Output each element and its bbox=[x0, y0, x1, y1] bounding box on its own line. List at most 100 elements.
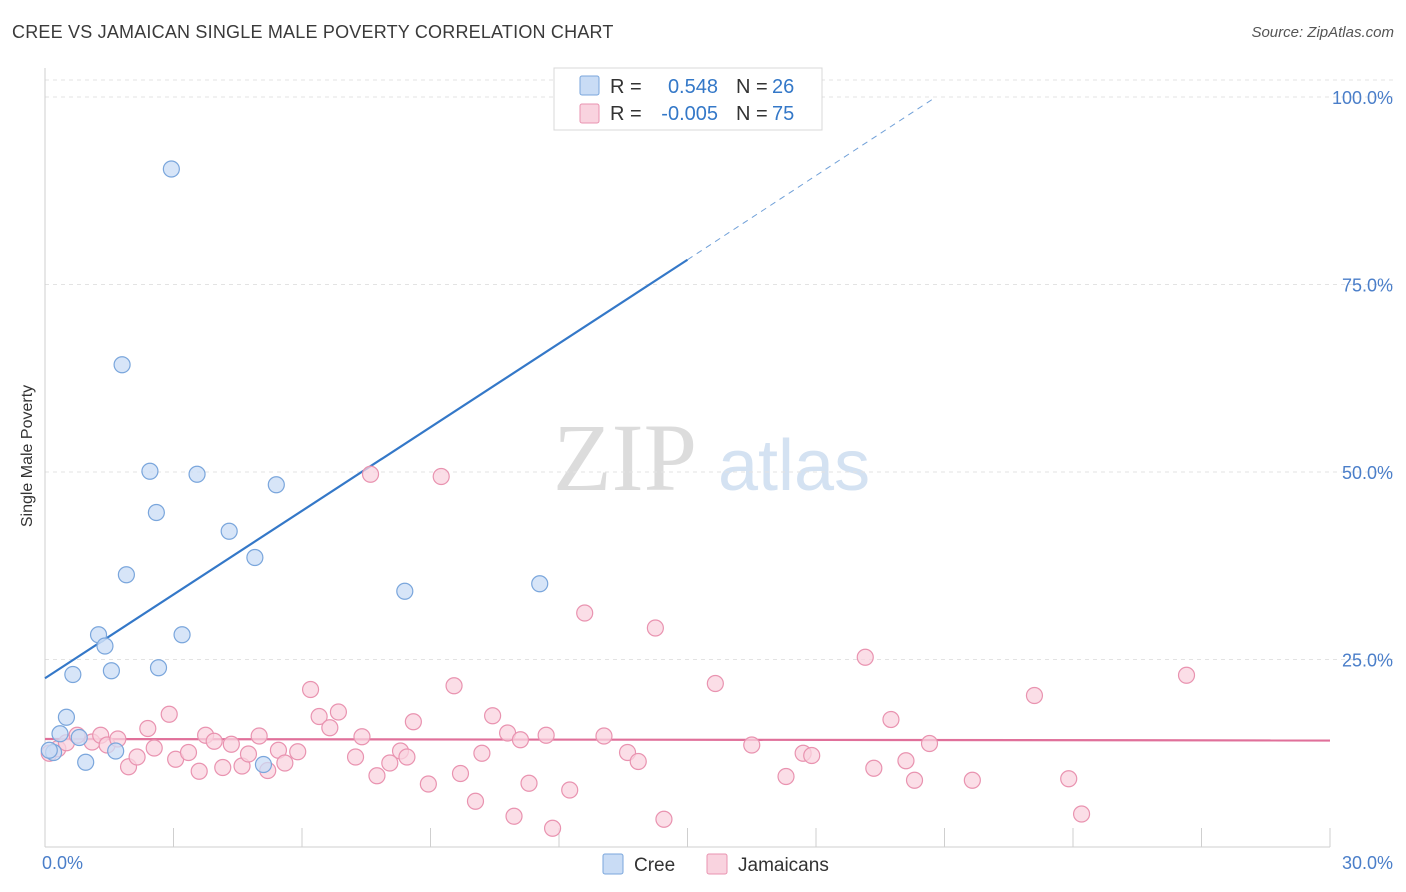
jamaicans-point-14 bbox=[179, 743, 198, 762]
cree-point-17 bbox=[188, 465, 206, 483]
cree-point-9 bbox=[107, 742, 125, 760]
cree-point-5 bbox=[77, 753, 95, 771]
watermark-atlas: atlas bbox=[718, 426, 870, 506]
x-tick-label-min: 0.0% bbox=[42, 853, 83, 873]
jamaicans-point-32 bbox=[353, 728, 371, 746]
jamaicans-point-68 bbox=[905, 771, 924, 789]
axes bbox=[44, 68, 1331, 848]
cree-point-2 bbox=[57, 708, 76, 726]
cree-point-19 bbox=[246, 548, 264, 567]
data-points bbox=[40, 92, 1196, 837]
jamaicans-point-38 bbox=[404, 713, 422, 731]
bottom-legend: Cree Jamaicans bbox=[602, 853, 829, 876]
y-tick-label-50: 50.0% bbox=[1342, 463, 1393, 483]
cree-point-23 bbox=[531, 575, 549, 593]
cree-point-15 bbox=[162, 160, 180, 178]
jamaicans-point-71 bbox=[1025, 686, 1044, 705]
y-tick-label-25: 25.0% bbox=[1342, 651, 1393, 671]
jamaicans-point-73 bbox=[1072, 805, 1091, 823]
jamaicans-point-42 bbox=[451, 764, 470, 783]
jamaicans-point-11 bbox=[145, 739, 163, 757]
jamaicans-point-58 bbox=[655, 810, 673, 828]
y-tick-label-100: 100.0% bbox=[1332, 88, 1393, 108]
jamaicans-point-60 bbox=[743, 736, 761, 754]
cree-point-18 bbox=[220, 522, 238, 540]
jamaicans-point-57 bbox=[646, 619, 664, 637]
cree-point-11 bbox=[117, 566, 135, 584]
cree-point-21 bbox=[267, 476, 285, 494]
bottom-legend-swatch-cree bbox=[602, 853, 624, 875]
grid bbox=[45, 79, 1395, 660]
jamaicans-point-25 bbox=[276, 754, 294, 772]
jamaicans-point-9 bbox=[128, 748, 146, 766]
jamaicans-point-33 bbox=[361, 465, 380, 483]
jamaicans-point-19 bbox=[222, 735, 240, 753]
jamaicans-point-29 bbox=[321, 719, 339, 737]
cree-point-1 bbox=[51, 725, 69, 743]
legend-r-label-jamaicans: R = bbox=[610, 103, 642, 125]
jamaicans-point-72 bbox=[1060, 770, 1078, 788]
cree-point-7 bbox=[96, 637, 114, 655]
bottom-legend-swatch-jamaicans bbox=[706, 853, 728, 875]
jamaicans-point-27 bbox=[301, 680, 320, 699]
jamaicans-point-28 bbox=[310, 707, 328, 726]
cree-point-25 bbox=[40, 741, 58, 759]
cree-point-13 bbox=[147, 503, 165, 522]
jamaicans-point-69 bbox=[920, 734, 939, 753]
chart-title: CREE VS JAMAICAN SINGLE MALE POVERTY COR… bbox=[12, 22, 614, 42]
jamaicans-point-37 bbox=[398, 748, 416, 766]
cree-point-8 bbox=[102, 662, 120, 680]
jamaicans-point-12 bbox=[160, 705, 178, 723]
jamaicans-point-21 bbox=[239, 745, 258, 763]
jamaicans-point-54 bbox=[595, 727, 613, 745]
cree-point-4 bbox=[70, 728, 88, 747]
jamaicans-point-50 bbox=[537, 726, 555, 744]
jamaicans-point-65 bbox=[865, 759, 883, 777]
cree-point-20 bbox=[254, 755, 273, 774]
cree-point-3 bbox=[64, 665, 82, 684]
jamaicans-point-39 bbox=[419, 775, 437, 793]
cree-point-22 bbox=[396, 582, 414, 600]
legend-r-value-cree: 0.548 bbox=[668, 76, 718, 98]
x-tick-label-max: 30.0% bbox=[1342, 853, 1393, 873]
jamaicans-point-17 bbox=[205, 732, 223, 750]
y-tick-label-75: 75.0% bbox=[1342, 276, 1393, 296]
jamaicans-point-70 bbox=[963, 771, 981, 789]
legend-r-value-jamaicans: -0.005 bbox=[661, 103, 718, 125]
jamaicans-point-53 bbox=[576, 604, 594, 622]
jamaicans-point-45 bbox=[484, 707, 502, 725]
jamaicans-point-10 bbox=[139, 719, 157, 738]
trend-line-cree-extension bbox=[687, 96, 937, 261]
jamaicans-point-48 bbox=[511, 731, 530, 749]
legend-swatch-cree bbox=[579, 75, 600, 96]
jamaicans-point-26 bbox=[289, 743, 307, 761]
bottom-legend-label-jamaicans: Jamaicans bbox=[738, 855, 829, 876]
jamaicans-point-59 bbox=[706, 674, 724, 693]
jamaicans-point-44 bbox=[473, 744, 491, 762]
jamaicans-point-49 bbox=[520, 774, 538, 792]
jamaicans-point-34 bbox=[368, 767, 386, 785]
jamaicans-point-52 bbox=[561, 781, 579, 799]
legend-n-value-jamaicans: 75 bbox=[772, 103, 794, 125]
jamaicans-point-18 bbox=[214, 758, 232, 777]
cree-point-14 bbox=[149, 659, 168, 677]
cree-point-12 bbox=[141, 462, 159, 480]
legend-n-label-jamaicans: N = bbox=[736, 103, 768, 125]
jamaicans-point-43 bbox=[466, 792, 485, 810]
jamaicans-point-74 bbox=[1177, 666, 1196, 684]
jamaicans-point-64 bbox=[856, 648, 874, 666]
source-label: Source: ZipAtlas.com bbox=[1251, 24, 1394, 41]
legend-swatch-jamaicans bbox=[579, 103, 600, 124]
jamaicans-point-66 bbox=[882, 710, 900, 729]
jamaicans-point-15 bbox=[190, 762, 208, 780]
jamaicans-point-67 bbox=[897, 752, 915, 770]
legend-n-label-cree: N = bbox=[736, 76, 768, 98]
jamaicans-point-63 bbox=[803, 746, 821, 765]
jamaicans-point-47 bbox=[505, 807, 523, 825]
jamaicans-point-61 bbox=[777, 767, 795, 786]
legend: R = 0.548 N = 26 R = -0.005 N = 75 bbox=[553, 67, 823, 131]
jamaicans-point-35 bbox=[381, 754, 399, 772]
jamaicans-point-51 bbox=[543, 819, 562, 837]
jamaicans-point-40 bbox=[432, 467, 450, 486]
